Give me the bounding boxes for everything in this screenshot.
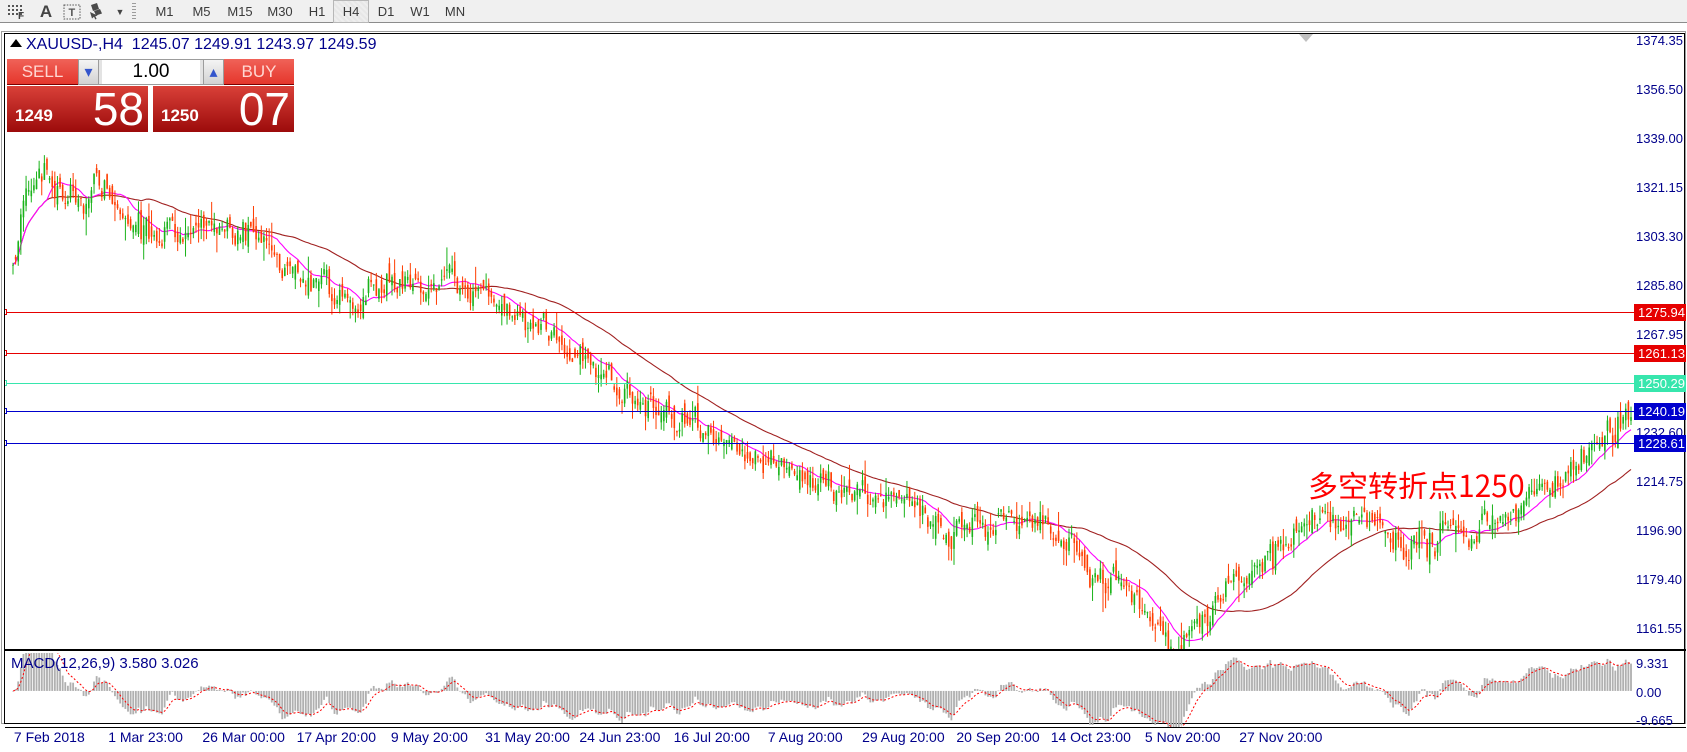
svg-text:T: T xyxy=(69,7,76,19)
